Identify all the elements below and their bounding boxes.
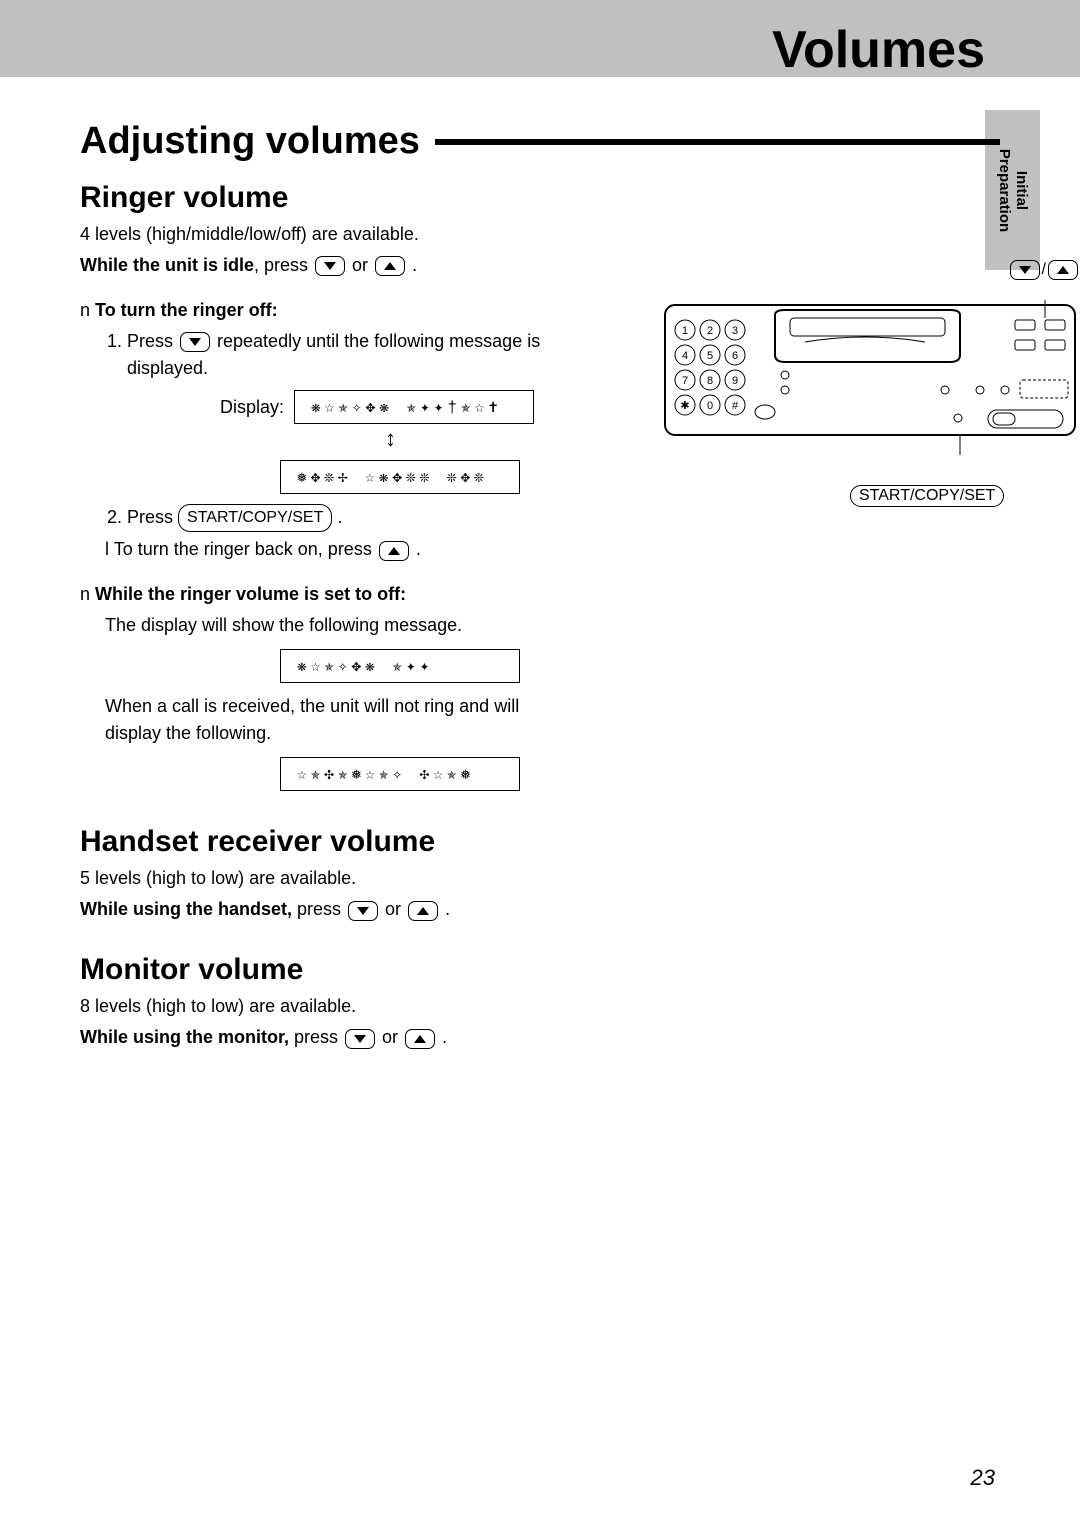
display-row-4: ☆✯✣✯❅☆✯✧ ✣☆✯❅ bbox=[280, 753, 560, 795]
period-1: . bbox=[407, 255, 417, 275]
content-area: Adjusting volumes / 1 2 3 4 5 6 7 8 9 ✱ … bbox=[80, 90, 1000, 1055]
display-label: Display: bbox=[220, 397, 284, 418]
or-text-3: or bbox=[377, 1027, 403, 1047]
handset-levels: 5 levels (high to low) are available. bbox=[80, 865, 1000, 892]
device-diagram: / 1 2 3 4 5 6 7 8 9 ✱ 0 # bbox=[660, 270, 1080, 507]
ringer-idle-rest: , press bbox=[254, 255, 313, 275]
monitor-instruction: While using the monitor, press or . bbox=[80, 1024, 1000, 1051]
up-arrow-icon bbox=[408, 901, 438, 921]
handset-title: Handset receiver volume bbox=[80, 825, 1000, 859]
bullet-n-2: n bbox=[80, 584, 90, 604]
ringer-idle-line: While the unit is idle, press or . bbox=[80, 252, 560, 279]
call-received-text: When a call is received, the unit will n… bbox=[105, 693, 575, 747]
while-off-heading-row: n While the ringer volume is set to off: bbox=[80, 581, 560, 608]
ringer-idle-bold: While the unit is idle bbox=[80, 255, 254, 275]
up-arrow-icon bbox=[379, 541, 409, 561]
bullet-n-1: n bbox=[80, 300, 90, 320]
display-box-1: ❋☆✯✧✥❋ ✯✦✦†✯☆✝ bbox=[294, 390, 534, 424]
while-off-text: The display will show the following mess… bbox=[105, 612, 560, 639]
step2b: . bbox=[332, 507, 342, 527]
svg-text:3: 3 bbox=[732, 325, 738, 337]
or-text-1: or bbox=[347, 255, 373, 275]
back-on-text: To turn the ringer back on, press bbox=[114, 539, 377, 559]
down-arrow-icon bbox=[1010, 260, 1040, 280]
svg-text:9: 9 bbox=[732, 375, 738, 387]
svg-text:✱: ✱ bbox=[680, 400, 689, 412]
up-arrow-icon bbox=[1048, 260, 1078, 280]
display-row-3: ❋☆✯✧✥❋ ✯✦✦ bbox=[280, 645, 560, 687]
side-tab-line1: Initial bbox=[1013, 170, 1030, 209]
step1a: Press bbox=[127, 331, 178, 351]
down-arrow-icon bbox=[180, 332, 210, 352]
step-2: Press START/COPY/SET . bbox=[127, 504, 560, 532]
turn-off-heading-row: n To turn the ringer off: bbox=[80, 297, 560, 324]
page-number: 23 bbox=[971, 1465, 995, 1491]
svg-text:7: 7 bbox=[682, 375, 688, 387]
down-arrow-icon bbox=[315, 256, 345, 276]
diagram-start-key: START/COPY/SET bbox=[850, 485, 1080, 507]
monitor-title: Monitor volume bbox=[80, 953, 1000, 987]
bullet-l: l bbox=[105, 539, 109, 559]
svg-text:5: 5 bbox=[707, 350, 713, 362]
monitor-rest: press bbox=[289, 1027, 343, 1047]
updown-arrow-icon: ↕ bbox=[385, 428, 560, 450]
turn-off-heading: To turn the ringer off: bbox=[95, 300, 278, 320]
diagram-arrow-buttons: / bbox=[1008, 260, 1080, 280]
monitor-bold: While using the monitor, bbox=[80, 1027, 289, 1047]
display-row-1: Display: ❋☆✯✧✥❋ ✯✦✦†✯☆✝ bbox=[220, 386, 560, 428]
handset-instruction: While using the handset, press or . bbox=[80, 896, 1000, 923]
svg-text:4: 4 bbox=[682, 350, 688, 362]
handset-bold: While using the handset, bbox=[80, 899, 292, 919]
svg-text:0: 0 bbox=[707, 400, 713, 412]
side-tab-text: Initial Preparation bbox=[996, 148, 1029, 231]
ringer-back-on: l To turn the ringer back on, press . bbox=[105, 536, 560, 563]
ringer-title: Ringer volume bbox=[80, 181, 560, 215]
handset-rest: press bbox=[292, 899, 346, 919]
up-arrow-icon bbox=[405, 1029, 435, 1049]
page-title: Volumes bbox=[772, 20, 985, 80]
step-1: Press repeatedly until the following mes… bbox=[127, 328, 560, 382]
period-4: . bbox=[437, 1027, 447, 1047]
section-heading-text: Adjusting volumes bbox=[80, 120, 420, 163]
turn-off-steps: Press repeatedly until the following mes… bbox=[105, 328, 560, 382]
svg-text:1: 1 bbox=[682, 325, 688, 337]
svg-text:6: 6 bbox=[732, 350, 738, 362]
down-arrow-icon bbox=[345, 1029, 375, 1049]
svg-text:#: # bbox=[732, 400, 739, 412]
down-arrow-icon bbox=[348, 901, 378, 921]
display-box-2: ❅✥❊✢ ☆❋✥❊❊ ❊✥❊ bbox=[280, 460, 520, 494]
start-copy-set-label: START/COPY/SET bbox=[850, 485, 1004, 507]
while-off-heading: While the ringer volume is set to off: bbox=[95, 584, 406, 604]
step2a: Press bbox=[127, 507, 178, 527]
period-2: . bbox=[411, 539, 421, 559]
monitor-levels: 8 levels (high to low) are available. bbox=[80, 993, 1000, 1020]
display-row-2: ❅✥❊✢ ☆❋✥❊❊ ❊✥❊ bbox=[280, 456, 560, 498]
start-key-inline: START/COPY/SET bbox=[178, 504, 332, 532]
ringer-levels: 4 levels (high/middle/low/off) are avail… bbox=[80, 221, 560, 248]
period-3: . bbox=[440, 899, 450, 919]
up-arrow-icon bbox=[375, 256, 405, 276]
display-box-4: ☆✯✣✯❅☆✯✧ ✣☆✯❅ bbox=[280, 757, 520, 791]
fax-illustration: 1 2 3 4 5 6 7 8 9 ✱ 0 # bbox=[660, 270, 1080, 470]
display-box-3: ❋☆✯✧✥❋ ✯✦✦ bbox=[280, 649, 520, 683]
turn-off-steps-2: Press START/COPY/SET . bbox=[105, 504, 560, 532]
section-rule bbox=[435, 139, 1000, 145]
svg-text:2: 2 bbox=[707, 325, 713, 337]
section-heading: Adjusting volumes bbox=[80, 120, 1000, 163]
ringer-section: Ringer volume 4 levels (high/middle/low/… bbox=[80, 181, 560, 795]
or-text-2: or bbox=[380, 899, 406, 919]
svg-text:8: 8 bbox=[707, 375, 713, 387]
